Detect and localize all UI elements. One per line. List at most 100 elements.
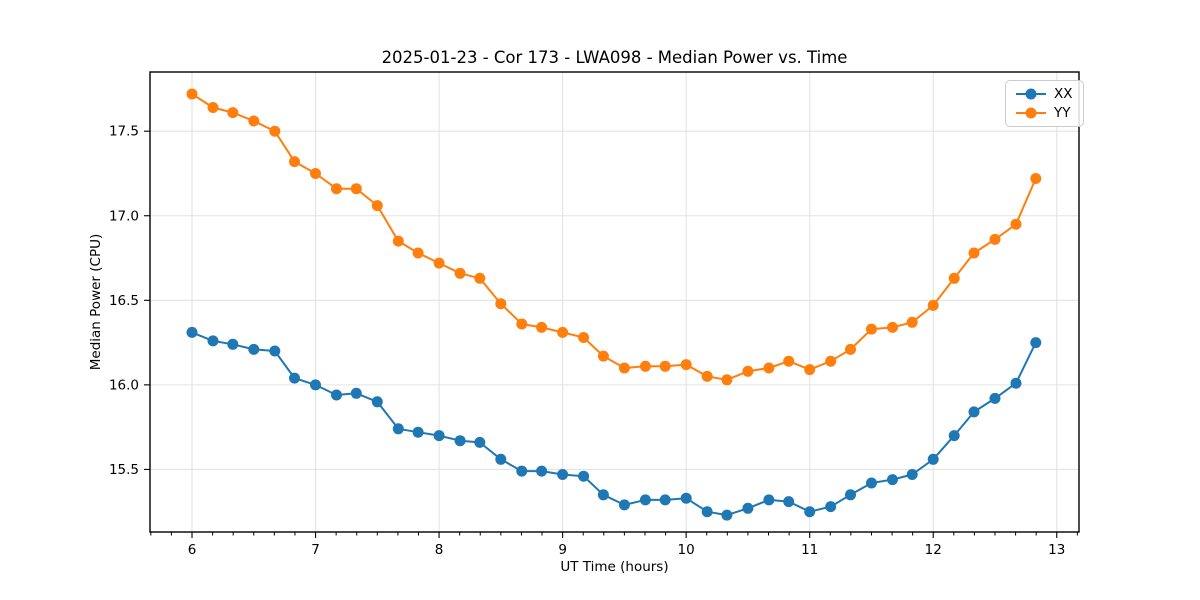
legend-line-sample	[1016, 88, 1046, 100]
data-point-marker	[783, 355, 795, 367]
data-point-marker	[186, 88, 198, 100]
data-point-marker	[412, 426, 424, 438]
y-tick-label: 15.5	[109, 462, 139, 478]
data-point-marker	[433, 257, 445, 269]
data-point-marker	[1010, 377, 1022, 389]
major-ticks	[144, 130, 1058, 538]
data-point-marker	[1010, 218, 1022, 230]
data-point-marker	[578, 470, 590, 482]
data-point-marker	[906, 469, 918, 480]
data-point-marker	[906, 316, 918, 328]
data-point-marker	[783, 496, 795, 508]
legend-item-XX: XX	[1015, 86, 1073, 102]
data-point-marker	[948, 430, 960, 442]
data-point-marker	[968, 247, 980, 259]
data-point-marker	[454, 267, 466, 279]
data-point-marker	[721, 374, 733, 386]
legend-sample-marker	[1025, 88, 1037, 100]
series-XX-line	[191, 331, 1037, 517]
data-point-marker	[659, 360, 671, 372]
data-point-marker	[371, 396, 383, 408]
data-point-marker	[495, 453, 507, 465]
legend: XX YY	[1005, 80, 1084, 127]
data-point-marker	[371, 200, 383, 212]
data-point-marker	[227, 338, 239, 350]
data-point-marker	[186, 326, 198, 338]
series-YY-markers	[186, 88, 1042, 386]
data-point-marker	[989, 233, 1001, 245]
x-tick-label: 11	[801, 542, 818, 558]
data-point-marker	[927, 453, 939, 465]
y-tick-label: 16.5	[109, 293, 139, 309]
data-point-marker	[578, 332, 590, 343]
data-point-marker	[248, 343, 260, 355]
data-point-marker	[412, 247, 424, 259]
data-point-marker	[742, 365, 754, 377]
x-tick-label: 13	[1048, 542, 1065, 558]
data-point-marker	[968, 406, 980, 418]
data-point-marker	[742, 502, 754, 514]
data-point-marker	[866, 323, 877, 335]
data-point-marker	[1030, 337, 1042, 349]
data-point-marker	[516, 465, 528, 477]
x-tick-label: 9	[558, 542, 567, 558]
legend-label: YY	[1054, 105, 1071, 121]
data-point-marker	[289, 156, 300, 168]
data-point-marker	[618, 362, 630, 374]
x-tick-label: 10	[678, 542, 695, 558]
data-point-marker	[310, 168, 321, 179]
data-point-marker	[248, 115, 260, 127]
legend-line-sample	[1016, 107, 1046, 119]
data-point-marker	[289, 372, 300, 384]
data-point-marker	[763, 494, 775, 506]
data-point-marker	[207, 102, 219, 113]
legend-label: XX	[1054, 86, 1073, 102]
data-point-marker	[804, 506, 816, 518]
data-point-marker	[887, 321, 898, 333]
data-point-marker	[392, 423, 404, 435]
x-axis-label: UT Time (hours)	[560, 559, 669, 575]
data-point-marker	[310, 379, 321, 391]
data-point-marker	[639, 494, 651, 506]
data-point-marker	[350, 387, 362, 399]
data-point-marker	[701, 370, 713, 382]
data-point-marker	[639, 360, 651, 372]
data-point-marker	[845, 343, 856, 355]
data-point-marker	[845, 489, 856, 501]
data-point-marker	[597, 350, 609, 362]
series-XX-markers	[186, 326, 1042, 521]
data-point-marker	[866, 477, 877, 489]
x-tick-label: 8	[435, 542, 444, 558]
data-point-marker	[804, 364, 816, 376]
y-tick-label: 16.0	[109, 377, 139, 393]
data-point-marker	[680, 492, 692, 504]
data-point-marker	[763, 362, 775, 374]
data-point-marker	[392, 235, 404, 247]
data-point-marker	[516, 318, 528, 330]
data-point-marker	[433, 430, 445, 442]
data-point-marker	[331, 183, 342, 195]
data-point-marker	[474, 272, 486, 284]
chart-title: 2025-01-23 - Cor 173 - LWA098 - Median P…	[381, 48, 848, 67]
data-point-marker	[495, 298, 507, 310]
series-YY-line	[191, 93, 1037, 381]
x-tick-label: 6	[188, 542, 197, 558]
data-point-marker	[536, 465, 548, 477]
data-point-marker	[331, 389, 342, 401]
legend-sample-marker	[1025, 107, 1037, 119]
data-point-marker	[989, 392, 1001, 404]
data-point-marker	[1030, 173, 1042, 184]
data-point-marker	[350, 183, 362, 195]
y-axis-label: Median Power (CPU)	[88, 233, 104, 371]
data-point-marker	[721, 509, 733, 521]
y-tick-label: 17.5	[109, 124, 139, 140]
data-point-marker	[680, 359, 692, 371]
y-tick-label: 17.0	[109, 208, 139, 224]
data-point-marker	[557, 469, 569, 480]
data-point-marker	[474, 436, 486, 448]
data-point-marker	[536, 321, 548, 333]
data-point-marker	[597, 489, 609, 501]
tick-labels: 6 7 8 9 10 11 12 13 15.5 16.0 16.5 17.0 17.5	[109, 124, 1065, 558]
